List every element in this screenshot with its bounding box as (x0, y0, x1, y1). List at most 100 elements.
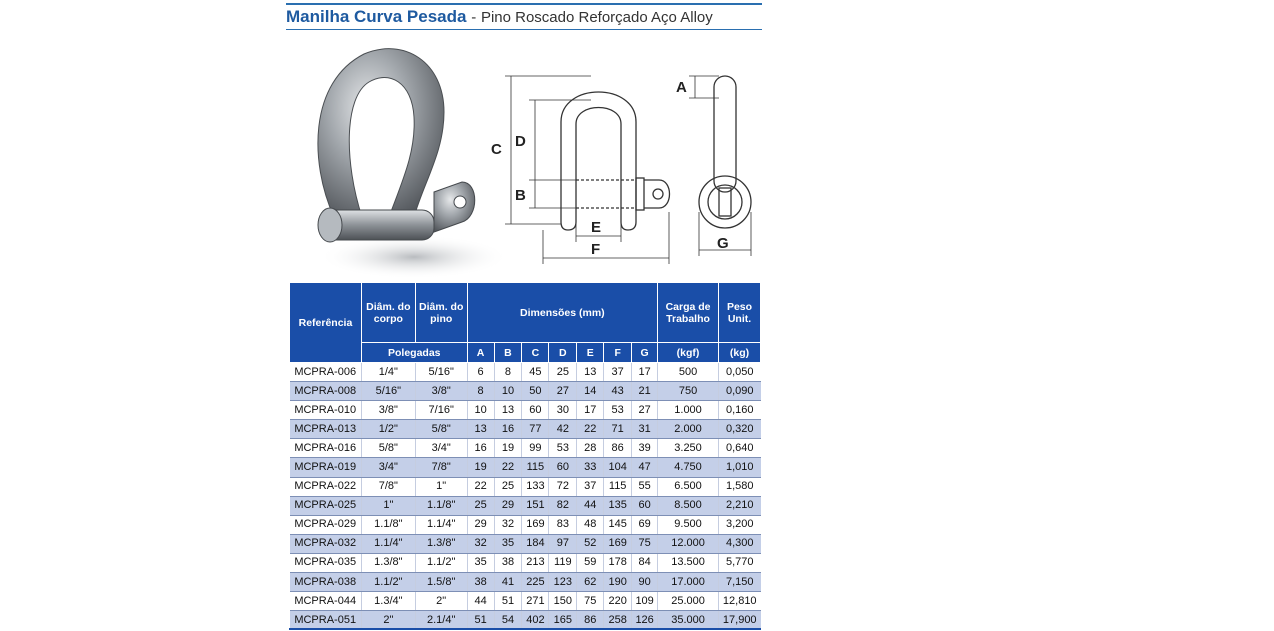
header-d: D (548, 342, 578, 363)
cell-g: 69 (631, 515, 659, 535)
spec-table-body: MCPRA-006 1/4" 5/16" 6 8 45 25 13 37 17 500 0,050 MC… (289, 362, 761, 631)
header-diam-pino: Diâm. do pino (414, 282, 468, 343)
header-diam-corpo: Diâm. do corpo (360, 282, 416, 343)
title-subtitle: Pino Roscado Reforçado Aço Alloy (480, 9, 713, 26)
cell-peso: 5,770 (718, 553, 761, 574)
cell-referencia: MCPRA-025 (289, 496, 362, 516)
cell-peso: 0,090 (718, 381, 761, 402)
cell-c: 402 (521, 610, 550, 631)
cell-f: 145 (603, 515, 633, 535)
cell-c: 184 (521, 534, 550, 554)
header-polegadas: Polegadas (360, 342, 468, 363)
cell-a: 38 (467, 572, 495, 593)
cell-peso: 4,300 (718, 534, 761, 554)
cell-f: 86 (603, 438, 633, 459)
cell-f: 115 (603, 477, 633, 497)
cell-d: 119 (548, 553, 578, 574)
cell-diam-corpo: 3/4" (361, 457, 416, 478)
cell-b: 22 (494, 457, 523, 478)
cell-a: 19 (467, 457, 495, 478)
header-peso: Peso Unit. (717, 282, 762, 343)
cell-diam-pino: 2.1/4" (415, 610, 468, 631)
cell-e: 62 (576, 572, 605, 593)
dim-label-e: E (591, 219, 601, 236)
cell-diam-corpo: 7/8" (361, 477, 416, 497)
dim-label-a: A (676, 79, 687, 96)
cell-diam-corpo: 1.3/4" (361, 591, 416, 612)
cell-referencia: MCPRA-051 (289, 610, 362, 631)
table-row: MCPRA-008 5/16" 3/8" 8 10 50 27 14 43 21 750 0,090 (289, 381, 761, 402)
cell-referencia: MCPRA-022 (289, 477, 362, 497)
table-row: MCPRA-010 3/8" 7/16" 10 13 60 30 17 53 27 1.000 0,1… (289, 400, 761, 421)
table-row: MCPRA-016 5/8" 3/4" 16 19 99 53 28 86 39 3.250 0,64… (289, 438, 761, 459)
table-row: MCPRA-032 1.1/4" 1.3/8" 32 35 184 97 52 169 75 12.… (289, 534, 761, 554)
cell-peso: 3,200 (718, 515, 761, 535)
cell-diam-pino: 2" (415, 591, 468, 612)
cell-peso: 7,150 (718, 572, 761, 593)
header-f: F (603, 342, 633, 363)
cell-e: 59 (576, 553, 605, 574)
cell-b: 41 (494, 572, 523, 593)
cell-g: 17 (631, 362, 659, 383)
cell-e: 14 (576, 381, 605, 402)
cell-c: 45 (521, 362, 550, 383)
header-referencia: Referência (289, 282, 362, 363)
cell-g: 90 (631, 572, 659, 593)
cell-diam-corpo: 1.1/4" (361, 534, 416, 554)
cell-d: 97 (548, 534, 578, 554)
cell-e: 13 (576, 362, 605, 383)
cell-carga: 13.500 (657, 553, 719, 574)
header-dimensoes: Dimensões (mm) (466, 282, 659, 343)
cell-diam-pino: 1" (415, 477, 468, 497)
cell-c: 60 (521, 400, 550, 421)
dim-label-c: C (491, 141, 502, 158)
cell-a: 10 (467, 400, 495, 421)
header-b: B (493, 342, 523, 363)
cell-a: 6 (467, 362, 495, 383)
cell-carga: 2.000 (657, 419, 719, 440)
cell-g: 31 (631, 419, 659, 440)
cell-a: 13 (467, 419, 495, 440)
title-main: Manilha Curva Pesada (286, 7, 467, 26)
cell-diam-pino: 1.3/8" (415, 534, 468, 554)
cell-diam-corpo: 2" (361, 610, 416, 631)
cell-d: 83 (548, 515, 578, 535)
cell-peso: 0,160 (718, 400, 761, 421)
cell-f: 37 (603, 362, 633, 383)
cell-a: 22 (467, 477, 495, 497)
cell-e: 75 (576, 591, 605, 612)
cell-carga: 35.000 (657, 610, 719, 631)
cell-peso: 0,320 (718, 419, 761, 440)
cell-g: 21 (631, 381, 659, 402)
table-row: MCPRA-044 1.3/4" 2" 44 51 271 150 75 220 109 25.00… (289, 591, 761, 612)
cell-e: 37 (576, 477, 605, 497)
cell-c: 115 (521, 457, 550, 478)
cell-diam-corpo: 1.1/8" (361, 515, 416, 535)
spec-table: Referência Diâm. do corpo Diâm. do pino … (289, 282, 762, 631)
cell-d: 25 (548, 362, 578, 383)
cell-carga: 25.000 (657, 591, 719, 612)
title-rule-top (286, 3, 762, 5)
dimension-drawing: C D B E F A G (491, 75, 752, 264)
cell-peso: 0,640 (718, 438, 761, 459)
cell-referencia: MCPRA-029 (289, 515, 362, 535)
cell-e: 52 (576, 534, 605, 554)
header-a: A (466, 342, 495, 363)
table-row: MCPRA-013 1/2" 5/8" 13 16 77 42 22 71 31 2.000 0,32… (289, 419, 761, 440)
cell-f: 258 (603, 610, 633, 631)
cell-a: 8 (467, 381, 495, 402)
header-e: E (576, 342, 605, 363)
header-carga: Carga de Trabalho (657, 282, 719, 343)
cell-referencia: MCPRA-019 (289, 457, 362, 478)
cell-b: 38 (494, 553, 523, 574)
cell-c: 225 (521, 572, 550, 593)
cell-b: 25 (494, 477, 523, 497)
cell-g: 47 (631, 457, 659, 478)
cell-diam-corpo: 1.1/2" (361, 572, 416, 593)
cell-carga: 750 (657, 381, 719, 402)
cell-diam-pino: 3/8" (415, 381, 468, 402)
title-rule-bottom (286, 29, 762, 30)
cell-diam-pino: 1.1/2" (415, 553, 468, 574)
cell-b: 10 (494, 381, 523, 402)
cell-d: 30 (548, 400, 578, 421)
